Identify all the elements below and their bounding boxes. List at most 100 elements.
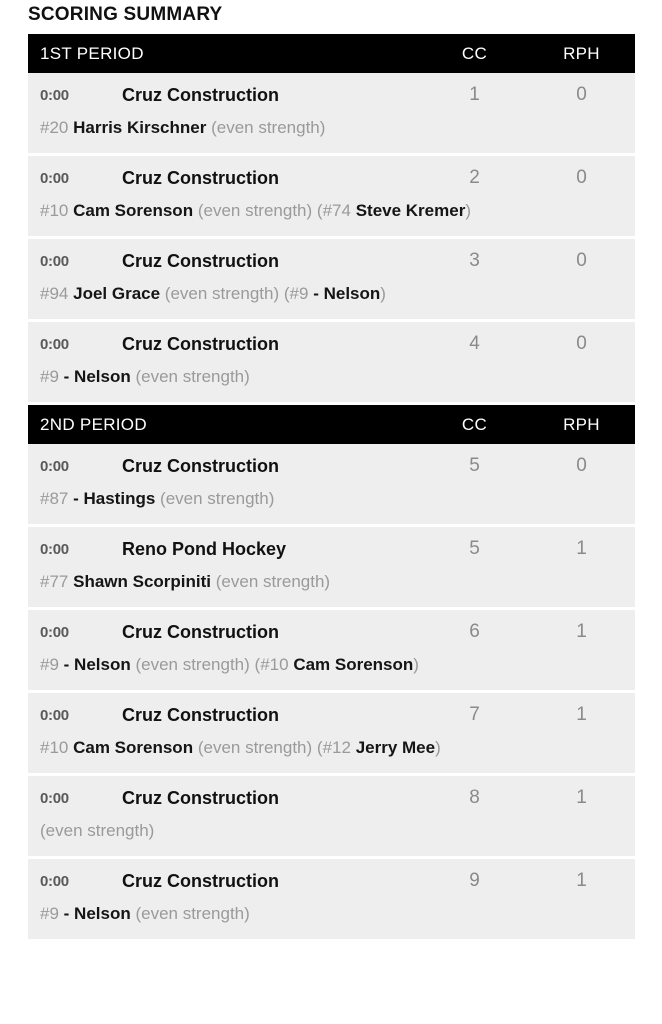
- goal-summary-row: 0:00 Cruz Construction 3 0: [28, 239, 635, 283]
- goal-strength: (even strength): [40, 821, 155, 840]
- goal-strength: (even strength): [135, 367, 250, 386]
- goal-away-score: 0: [576, 333, 587, 354]
- goal-detail-row: #94 Joel Grace (even strength) (#9 - Nel…: [28, 283, 635, 319]
- scorer-jersey-number: #20: [40, 118, 69, 137]
- goal-time: 0:00: [40, 86, 69, 104]
- goal-away-score: 0: [576, 167, 587, 188]
- assist-paren-close: ): [380, 284, 386, 303]
- goal-strength: (even strength): [215, 572, 331, 591]
- goal-detail-row: #9 - Nelson (even strength): [28, 366, 635, 402]
- goal-away-score: 1: [576, 870, 587, 891]
- goal-entry: 0:00 Cruz Construction 3 0 #94 Joel Grace (e…: [28, 239, 635, 319]
- goal-detail-row: #10 Cam Sorenson (even strength) (#74 St…: [28, 200, 635, 236]
- column-header-away: RPH: [563, 414, 600, 434]
- goal-team-name: Cruz Construction: [122, 621, 279, 642]
- scorer-name: Harris Kirschner: [73, 118, 207, 137]
- assist-paren-open: (: [254, 655, 261, 674]
- assist-name: - Nelson: [313, 284, 381, 303]
- page-title: SCORING SUMMARY: [28, 4, 223, 25]
- goal-summary-row: 0:00 Cruz Construction 4 0: [28, 322, 635, 366]
- goal-summary-row: 0:00 Cruz Construction 9 1: [28, 859, 635, 903]
- goal-home-score: 5: [469, 538, 480, 559]
- goal-team-name: Cruz Construction: [122, 84, 279, 105]
- goal-away-score: 0: [576, 84, 587, 105]
- goal-away-score: 0: [576, 250, 587, 271]
- goal-entry: 0:00 Cruz Construction 4 0 #9 - Nelson (even…: [28, 322, 635, 402]
- period-header: 1ST PERIOD CC RPH: [28, 34, 635, 73]
- goal-summary-row: 0:00 Reno Pond Hockey 5 1: [28, 527, 635, 571]
- goal-entry: 0:00 Cruz Construction 2 0 #10 Cam Sorenson …: [28, 156, 635, 236]
- column-header-home: CC: [461, 43, 488, 63]
- goal-strength: (even strength): [135, 655, 250, 674]
- goal-strength: (even strength): [164, 284, 280, 303]
- scorer-name: - Nelson: [63, 904, 131, 923]
- goal-time: 0:00: [40, 789, 69, 807]
- assist-paren-open: (: [316, 738, 323, 757]
- scorer-jersey-number: #9: [40, 655, 59, 674]
- goal-detail-row: #9 - Nelson (even strength) (#10 Cam Sor…: [28, 654, 635, 690]
- goal-home-score: 9: [469, 870, 480, 891]
- goal-entry: 0:00 Cruz Construction 6 1 #9 - Nelson (even…: [28, 610, 635, 690]
- goal-summary-row: 0:00 Cruz Construction 7 1: [28, 693, 635, 737]
- goal-away-score: 0: [576, 455, 587, 476]
- goal-team-name: Reno Pond Hockey: [122, 538, 287, 559]
- assist-jersey-number: #9: [289, 284, 309, 303]
- goal-home-score: 7: [469, 704, 480, 725]
- goal-entry: 0:00 Cruz Construction 8 1 (even strength): [28, 776, 635, 856]
- goal-summary-row: 0:00 Cruz Construction 2 0: [28, 156, 635, 200]
- goal-time: 0:00: [40, 335, 69, 353]
- goal-strength: (even strength): [211, 118, 326, 137]
- goal-away-score: 1: [576, 787, 587, 808]
- scorer-jersey-number: #94: [40, 284, 69, 303]
- period-header: 2ND PERIOD CC RPH: [28, 405, 635, 444]
- goal-away-score: 1: [576, 538, 587, 559]
- goal-home-score: 3: [469, 250, 480, 271]
- goal-detail-row: #20 Harris Kirschner (even strength): [28, 117, 635, 153]
- scorer-jersey-number: #9: [40, 367, 59, 386]
- goal-strength: (even strength): [197, 201, 313, 220]
- goal-entry: 0:00 Cruz Construction 7 1 #10 Cam Sorenson …: [28, 693, 635, 773]
- scorer-name: - Nelson: [63, 655, 131, 674]
- goal-team-name: Cruz Construction: [122, 250, 279, 271]
- scorer-name: Joel Grace: [73, 284, 161, 303]
- goal-home-score: 5: [469, 455, 480, 476]
- goal-strength: (even strength): [135, 904, 250, 923]
- column-header-away: RPH: [563, 43, 600, 63]
- scorer-jersey-number: #87: [40, 489, 69, 508]
- goal-detail-row: (even strength): [28, 820, 635, 856]
- assist-paren-open: (: [283, 284, 290, 303]
- goal-summary-row: 0:00 Cruz Construction 1 0: [28, 73, 635, 117]
- goal-team-name: Cruz Construction: [122, 870, 279, 891]
- assist-jersey-number: #12: [322, 738, 351, 757]
- goal-team-name: Cruz Construction: [122, 455, 279, 476]
- goal-home-score: 4: [469, 333, 480, 354]
- goal-team-name: Cruz Construction: [122, 787, 279, 808]
- scorer-jersey-number: #10: [40, 201, 69, 220]
- goal-team-name: Cruz Construction: [122, 167, 279, 188]
- goal-time: 0:00: [40, 872, 69, 890]
- assist-paren-open: (: [316, 201, 323, 220]
- scorer-name: - Nelson: [63, 367, 131, 386]
- scorer-name: Shawn Scorpiniti: [73, 572, 212, 591]
- goal-summary-row: 0:00 Cruz Construction 6 1: [28, 610, 635, 654]
- assist-jersey-number: #10: [260, 655, 289, 674]
- goal-time: 0:00: [40, 252, 69, 270]
- goal-entry: 0:00 Cruz Construction 1 0 #20 Harris Kirsch…: [28, 73, 635, 153]
- goal-home-score: 8: [469, 787, 480, 808]
- period-label: 2ND PERIOD: [40, 414, 147, 434]
- goal-home-score: 6: [469, 621, 480, 642]
- assist-group: (#74 Steve Kremer): [317, 201, 471, 220]
- goal-team-name: Cruz Construction: [122, 704, 279, 725]
- scorer-jersey-number: #77: [40, 572, 69, 591]
- goal-entry: 0:00 Cruz Construction 9 1 #9 - Nelson (even…: [28, 859, 635, 939]
- goal-away-score: 1: [576, 621, 587, 642]
- assist-group: (#12 Jerry Mee): [317, 738, 441, 757]
- scorer-jersey-number: #9: [40, 904, 59, 923]
- goal-time: 0:00: [40, 706, 69, 724]
- goal-detail-row: #87 - Hastings (even strength): [28, 488, 635, 524]
- assist-group: (#10 Cam Sorenson): [255, 655, 419, 674]
- assist-jersey-number: #74: [322, 201, 351, 220]
- assist-paren-close: ): [435, 738, 441, 757]
- goal-detail-row: #10 Cam Sorenson (even strength) (#12 Je…: [28, 737, 635, 773]
- assist-name: Steve Kremer: [355, 201, 466, 220]
